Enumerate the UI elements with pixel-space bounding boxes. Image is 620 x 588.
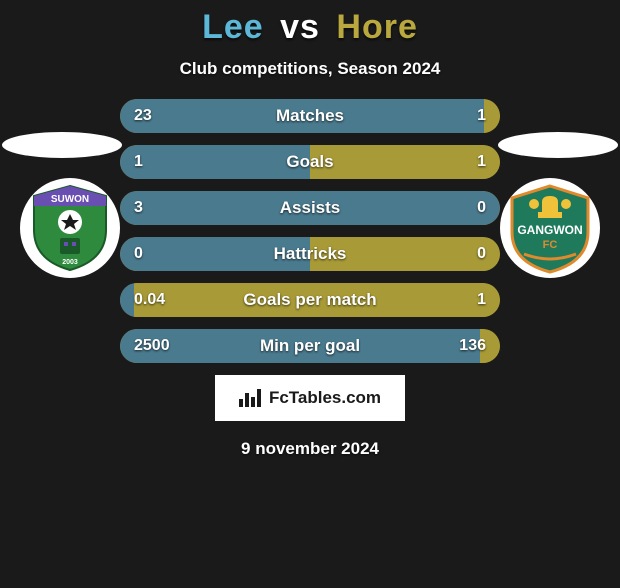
stat-label: Goals per match <box>243 290 376 310</box>
svg-text:2003: 2003 <box>62 259 78 266</box>
stats-rows: 23 1 Matches 1 1 Goals 3 0 Assists 0 0 Hattricks 0.0… <box>120 99 500 363</box>
bar-left <box>120 283 134 317</box>
team-crest-left: SUWON 2003 <box>20 178 120 278</box>
site-name: FcTables.com <box>269 388 381 408</box>
stat-value-right: 1 <box>477 107 486 125</box>
bar-right <box>310 145 500 179</box>
stat-row: 3 0 Assists <box>120 191 500 225</box>
page-title: Lee vs Hore <box>0 8 620 47</box>
stat-row: 23 1 Matches <box>120 99 500 133</box>
stat-label: Min per goal <box>260 336 360 356</box>
team-crest-right: GANGWON FC <box>500 178 600 278</box>
stat-value-left: 3 <box>134 199 143 217</box>
stat-value-left: 1 <box>134 153 143 171</box>
stat-value-left: 2500 <box>134 337 170 355</box>
bar-chart-icon <box>239 389 263 407</box>
stat-value-right: 1 <box>477 153 486 171</box>
footer-date: 9 november 2024 <box>0 439 620 459</box>
stat-value-right: 0 <box>477 245 486 263</box>
stat-label: Goals <box>286 152 333 172</box>
player1-name: Lee <box>202 8 264 46</box>
site-logo: FcTables.com <box>215 375 405 421</box>
svg-text:FC: FC <box>543 239 558 251</box>
player2-name: Hore <box>336 8 417 46</box>
oval-shadow-left <box>2 132 122 158</box>
gangwon-text: GANGWON <box>517 223 582 237</box>
stat-label: Matches <box>276 106 344 126</box>
stat-row: 2500 136 Min per goal <box>120 329 500 363</box>
stat-row: 1 1 Goals <box>120 145 500 179</box>
bar-right <box>484 99 500 133</box>
stat-value-right: 136 <box>459 337 486 355</box>
stat-value-left: 23 <box>134 107 152 125</box>
stat-label: Hattricks <box>274 244 347 264</box>
suwon-text: SUWON <box>51 194 89 205</box>
stat-value-right: 1 <box>477 291 486 309</box>
oval-shadow-right <box>498 132 618 158</box>
stat-row: 0.04 1 Goals per match <box>120 283 500 317</box>
suwon-crest-icon: SUWON 2003 <box>24 182 116 274</box>
stat-value-right: 0 <box>477 199 486 217</box>
bar-left <box>120 145 310 179</box>
stat-row: 0 0 Hattricks <box>120 237 500 271</box>
stat-value-left: 0.04 <box>134 291 165 309</box>
vs-text: vs <box>280 8 320 46</box>
stat-value-left: 0 <box>134 245 143 263</box>
subtitle: Club competitions, Season 2024 <box>0 59 620 79</box>
stat-label: Assists <box>280 198 340 218</box>
gangwon-crest-icon: GANGWON FC <box>504 182 596 274</box>
